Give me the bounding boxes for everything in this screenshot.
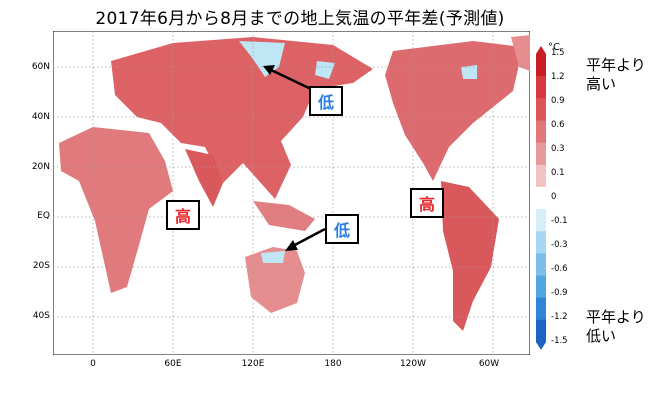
legend-above-line2: 高い — [586, 75, 617, 93]
colorbar-tick-label: 0.3 — [551, 144, 565, 154]
callout-low-siberia: 低 — [309, 86, 343, 116]
legend-below-line1: 平年より — [586, 308, 646, 326]
colorbar-segment — [536, 231, 546, 254]
landmass-australia — [245, 247, 305, 313]
temperature-anomaly-map — [53, 31, 530, 355]
colorbar-tick-label: 1.5 — [551, 48, 565, 58]
lon-label-120w: 120W — [399, 359, 427, 369]
callout-high-indian-ocean: 高 — [166, 200, 200, 230]
colorbar-segment — [536, 98, 546, 121]
arrow-siberia — [268, 67, 312, 91]
lat-label-eq: EQ — [37, 211, 50, 221]
cool-patch-kamchatka — [315, 61, 335, 79]
colorbar-segment — [536, 319, 546, 343]
lat-label-20n: 20N — [31, 162, 50, 172]
legend-unit: °C — [548, 42, 560, 53]
legend-above-line1: 平年より — [586, 56, 646, 74]
lat-label-20s: 20S — [32, 261, 50, 271]
map-svg — [53, 31, 530, 355]
colorbar-top-arrow — [536, 46, 546, 54]
lon-label-0: 0 — [90, 359, 96, 369]
callout-low-australia: 低 — [325, 214, 359, 244]
lat-label-40n: 40N — [31, 112, 50, 122]
colorbar-segment — [536, 209, 546, 232]
colorbar-segment — [536, 186, 546, 210]
colorbar-tick-label: 0.6 — [551, 120, 565, 130]
colorbar-tick-label: -0.1 — [551, 216, 568, 226]
legend-colorbar — [536, 46, 546, 350]
colorbar-tick-label: -0.6 — [551, 264, 568, 274]
colorbar-tick-label: -0.3 — [551, 240, 568, 250]
lon-label-60e: 60E — [164, 359, 182, 369]
arrowhead-australia — [285, 240, 298, 251]
legend-below-line2: 低い — [586, 327, 617, 345]
landmass-north-america — [385, 41, 523, 181]
colorbar-segment — [536, 76, 546, 99]
lon-label-180: 180 — [324, 359, 342, 369]
colorbar-tick-label: -0.9 — [551, 288, 568, 298]
callout-high-pacific: 高 — [410, 188, 444, 218]
colorbar-bottom-arrow — [536, 342, 546, 350]
arrowhead-siberia — [263, 65, 275, 75]
landmass-africa — [59, 127, 173, 293]
landmass-south-america — [441, 181, 499, 331]
colorbar-segment — [536, 275, 546, 299]
colorbar-segment — [536, 54, 546, 77]
lon-label-120e: 120E — [241, 359, 265, 369]
lat-label-60n: 60N — [31, 62, 50, 72]
legend-below-label: 平年より 低い — [586, 308, 646, 346]
colorbar-segment — [536, 142, 546, 166]
colorbar-tick-label: 0.1 — [551, 168, 565, 178]
colorbar-tick-label: 1.2 — [551, 72, 565, 82]
landmass-maritime-asia — [253, 201, 315, 231]
colorbar-segment — [536, 164, 546, 188]
arrow-australia — [290, 227, 326, 249]
lat-label-40s: 40S — [32, 311, 50, 321]
legend-above-label: 平年より 高い — [586, 56, 646, 94]
colorbar-tick-label: -1.5 — [551, 336, 568, 346]
colorbar-tick-label: 0.9 — [551, 96, 565, 106]
colorbar-segment — [536, 297, 546, 321]
callout-arrows — [268, 67, 326, 249]
colorbar-tick-label: 0 — [551, 192, 557, 202]
colorbar-tick-label: -1.2 — [551, 312, 568, 322]
landmass-india — [185, 149, 223, 207]
landmass-greenland — [511, 35, 530, 71]
cool-patch-hudson — [461, 65, 477, 79]
colorbar-segment — [536, 253, 546, 277]
cool-patch-north-australia — [261, 251, 285, 263]
map-title: 2017年6月から8月までの地上気温の平年差(予測値) — [95, 9, 505, 29]
landmass-eurasia — [111, 37, 373, 199]
lon-label-60w: 60W — [478, 359, 500, 369]
colorbar-segment — [536, 120, 546, 144]
